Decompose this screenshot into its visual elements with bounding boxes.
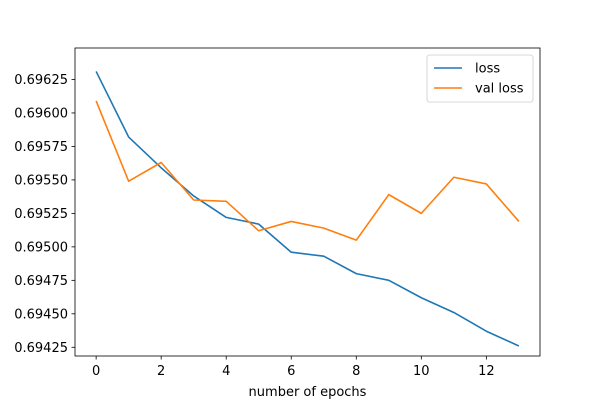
y-tick-label: 0.69625 <box>14 73 68 88</box>
axes-frame <box>74 47 541 357</box>
x-tick-label: 4 <box>222 364 230 379</box>
x-tick-label: 6 <box>287 364 295 379</box>
y-tick-label: 0.69600 <box>14 106 68 121</box>
x-tick-label: 0 <box>92 364 100 379</box>
x-axis-label: number of epochs <box>249 385 367 400</box>
x-tick-label: 10 <box>413 364 430 379</box>
y-tick-label: 0.69550 <box>14 173 68 188</box>
axes-layer: 0 2 4 6 8 10 12 0.69425 0.69450 0.69475 0.69500 0.6… <box>14 47 541 379</box>
series-layer <box>95 71 520 347</box>
series-line-val-loss <box>95 100 520 241</box>
series-line-loss <box>95 71 520 347</box>
x-tick-label: 12 <box>478 364 495 379</box>
legend: loss val loss <box>426 54 534 103</box>
legend-label: loss <box>475 62 500 77</box>
x-tick-label: 2 <box>157 364 165 379</box>
y-tick-label: 0.69475 <box>14 274 68 289</box>
legend-box <box>426 54 534 103</box>
y-tick-label: 0.69575 <box>14 140 68 155</box>
y-tick-label: 0.69425 <box>14 341 68 356</box>
x-tick-label: 8 <box>352 364 360 379</box>
y-tick-label: 0.69525 <box>14 207 68 222</box>
legend-label: val loss <box>475 82 524 97</box>
y-tick-label: 0.69500 <box>14 240 68 255</box>
y-tick-label: 0.69450 <box>14 307 68 322</box>
